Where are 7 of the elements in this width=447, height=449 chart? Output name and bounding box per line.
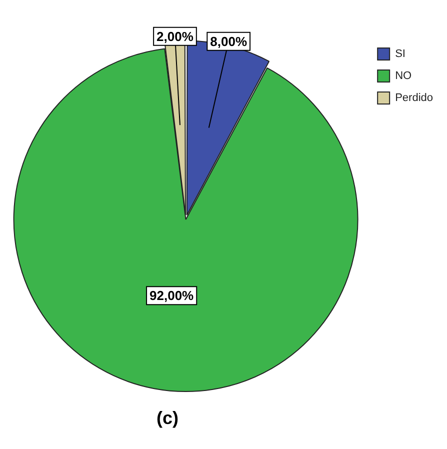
legend-label: NO — [395, 70, 412, 82]
legend-label: SI — [395, 48, 406, 60]
legend-label: Perdido — [395, 92, 434, 104]
data-label: 2,00% — [156, 28, 194, 44]
text: (c) — [156, 408, 180, 429]
data-label: 8,00% — [210, 34, 248, 49]
data-label: 92,00% — [150, 288, 194, 304]
